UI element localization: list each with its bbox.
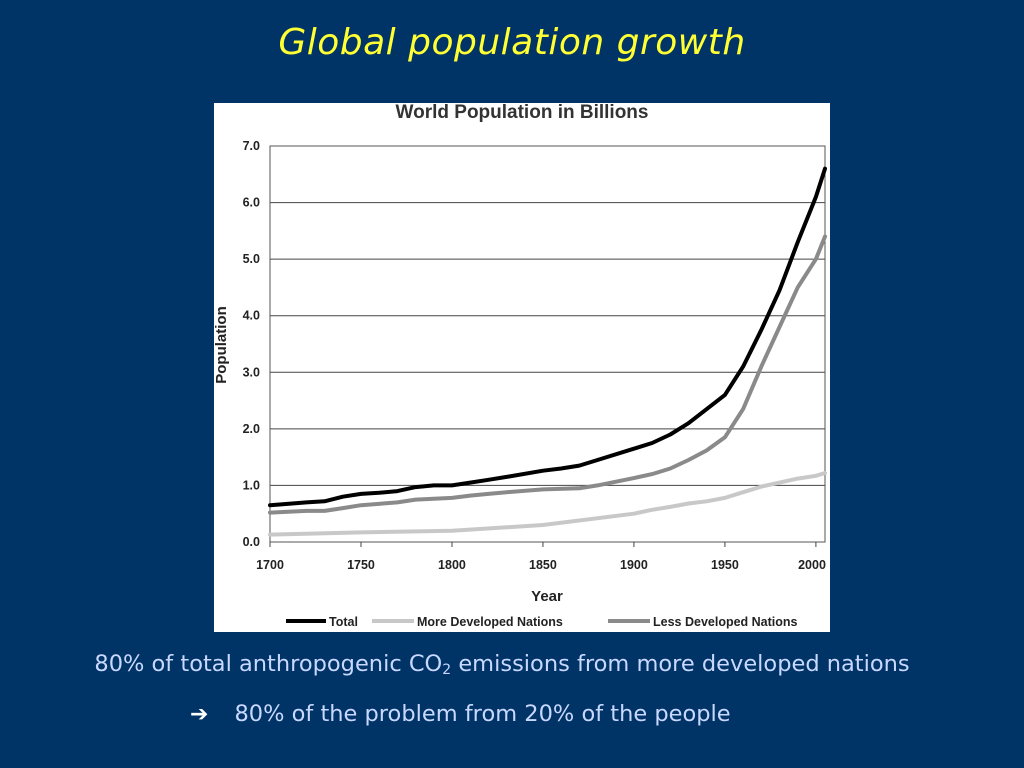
y-tick-label: 5.0 <box>243 252 260 266</box>
chart-title: World Population in Billions <box>396 103 649 123</box>
population-chart: World Population in Billions 0.0 1.0 2.0 3.… <box>214 103 830 632</box>
plot-frame <box>269 145 826 543</box>
caption-problem: ➔ 80% of the problem from 20% of the peop… <box>190 701 731 727</box>
x-tick-label: 1700 <box>256 558 284 572</box>
x-tick-label: 1900 <box>620 558 648 572</box>
chart-svg: World Population in Billions 0.0 1.0 2.0 3.… <box>214 103 827 629</box>
caption-emissions: 80% of total anthropogenic CO2 emissions… <box>0 651 1004 678</box>
x-tick-label: 2000 <box>798 558 826 572</box>
y-tick-label: 1.0 <box>243 478 260 492</box>
chart-legend: Total More Developed Nations Less Develope… <box>286 615 798 629</box>
x-axis-ticks: 1700 1750 1800 1850 1900 1950 2000 <box>256 542 826 572</box>
chart-series <box>268 166 827 537</box>
caption-problem-text: 80% of the problem from 20% of the peopl… <box>234 701 731 727</box>
y-tick-label: 6.0 <box>243 196 260 210</box>
y-axis-label: Population <box>214 306 230 384</box>
y-tick-label: 2.0 <box>243 422 260 436</box>
chart-grid <box>270 145 825 543</box>
x-axis-label: Year <box>531 588 563 605</box>
legend-label: Less Developed Nations <box>653 615 798 629</box>
x-tick-label: 1800 <box>438 558 466 572</box>
y-axis-ticks: 0.0 1.0 2.0 3.0 4.0 5.0 6.0 7.0 <box>243 139 260 549</box>
x-tick-label: 1950 <box>711 558 739 572</box>
slide-title: Global population growth <box>278 22 746 63</box>
caption-emissions-text: 80% of total anthropogenic CO <box>94 651 443 677</box>
x-tick-label: 1850 <box>529 558 557 572</box>
y-tick-label: 3.0 <box>243 365 260 379</box>
caption-subscript: 2 <box>442 662 452 678</box>
y-tick-label: 4.0 <box>243 309 260 323</box>
legend-label: Total <box>329 615 358 629</box>
y-tick-label: 7.0 <box>243 139 260 153</box>
right-arrow-icon: ➔ <box>190 702 209 727</box>
y-tick-label: 0.0 <box>243 535 260 549</box>
series-line-total <box>268 166 827 508</box>
x-tick-label: 1750 <box>347 558 375 572</box>
caption-emissions-rest: emissions from more developed nations <box>451 651 910 677</box>
series-line-more-developed-nations <box>268 471 827 537</box>
series-line-less-developed-nations <box>268 234 827 515</box>
legend-label: More Developed Nations <box>417 615 563 629</box>
